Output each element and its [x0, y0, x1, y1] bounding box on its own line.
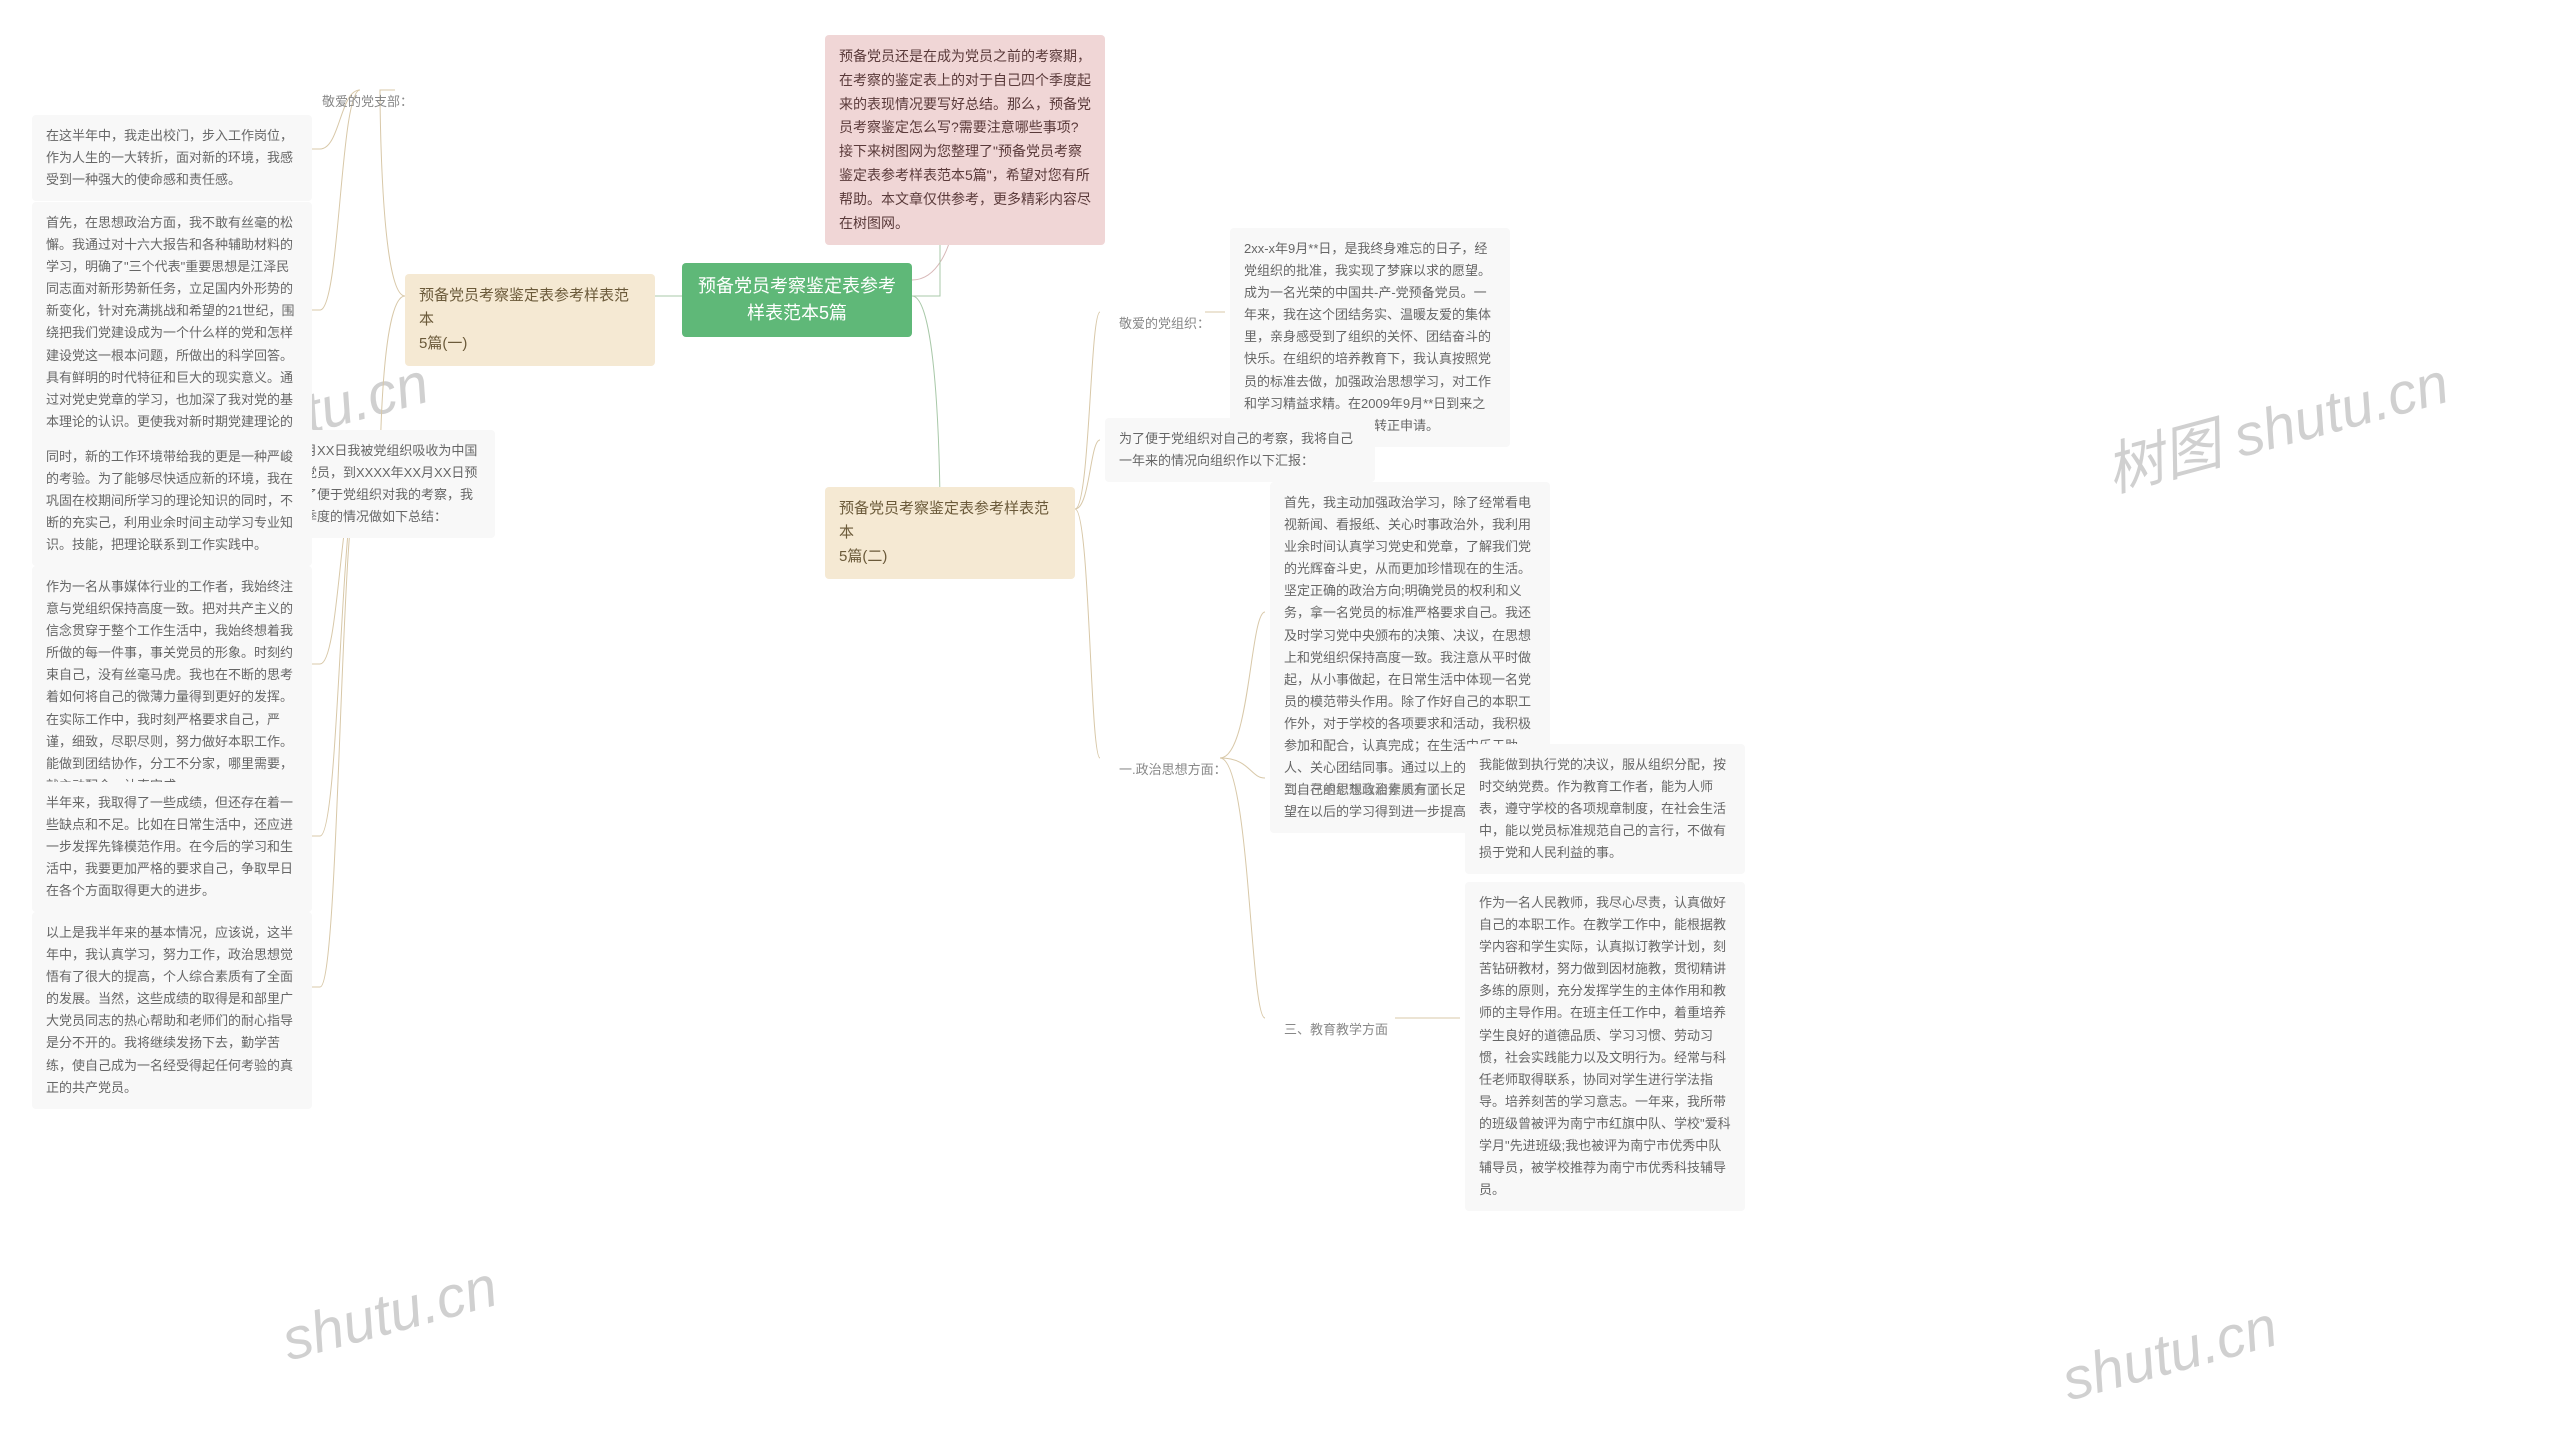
branch-1-leaf-2[interactable]: 同时，新的工作环境带给我的更是一种严峻的考验。为了能够尽快适应新的环境，我在巩固…	[32, 436, 312, 566]
branch-2[interactable]: 预备党员考察鉴定表参考样表范本 5篇(二)	[825, 487, 1075, 579]
branch-2-sub-2-child-1-leaf[interactable]: 我能做到执行党的决议，服从组织分配，按时交纳党费。作为教育工作者，能为人师表，遵…	[1465, 744, 1745, 874]
branch-2-sub-1-leaf[interactable]: 为了便于党组织对自己的考察，我将自己一年来的情况向组织作以下汇报：	[1105, 418, 1375, 482]
branch-1-sublabel: 敬爱的党支部：	[308, 82, 427, 123]
branch-2-sub-2-child-2-label: 三、教育教学方面	[1270, 1010, 1402, 1051]
watermark: 树图 shutu.cn	[2095, 336, 2456, 508]
branch-2-sub-2-child-2-leaf[interactable]: 作为一名人民教师，我尽心尽责，认真做好自己的本职工作。在教学工作中，能根据教学内…	[1465, 882, 1745, 1211]
mindmap-root[interactable]: 预备党员考察鉴定表参考 样表范本5篇	[682, 263, 912, 337]
branch-1[interactable]: 预备党员考察鉴定表参考样表范本 5篇(一)	[405, 274, 655, 366]
watermark: shutu.cn	[275, 1253, 504, 1374]
branch-2-sub-2-label: 一.政治思想方面：	[1105, 750, 1241, 791]
branch-2-sub-0-leaf[interactable]: 2xx-x年9月**日，是我终身难忘的日子，经党组织的批准，我实现了梦寐以求的愿…	[1230, 228, 1510, 447]
intro-node[interactable]: 预备党员还是在成为党员之前的考察期，在考察的鉴定表上的对于自己四个季度起来的表现…	[825, 35, 1105, 245]
branch-1-leaf-5[interactable]: 以上是我半年来的基本情况，应该说，这半年中，我认真学习，努力工作，政治思想觉悟有…	[32, 912, 312, 1109]
branch-1-leaf-3[interactable]: 作为一名从事媒体行业的工作者，我始终注意与党组织保持高度一致。把对共产主义的信念…	[32, 566, 312, 807]
branch-2-sub-2-child-1-label: 二、在组织观念和作风方面	[1270, 770, 1454, 811]
watermark: shutu.cn	[2055, 1293, 2284, 1414]
branch-1-leaf-0[interactable]: 在这半年中，我走出校门，步入工作岗位，作为人生的一大转折，面对新的环境，我感受到…	[32, 115, 312, 201]
branch-1-leaf-1[interactable]: 首先，在思想政治方面，我不敢有丝毫的松懈。我通过对十六大报告和各种辅助材料的学习…	[32, 202, 312, 465]
branch-2-sub-0-label: 敬爱的党组织：	[1105, 304, 1224, 345]
branch-1-leaf-4[interactable]: 半年来，我取得了一些成绩，但还存在着一些缺点和不足。比如在日常生活中，还应进一步…	[32, 782, 312, 912]
